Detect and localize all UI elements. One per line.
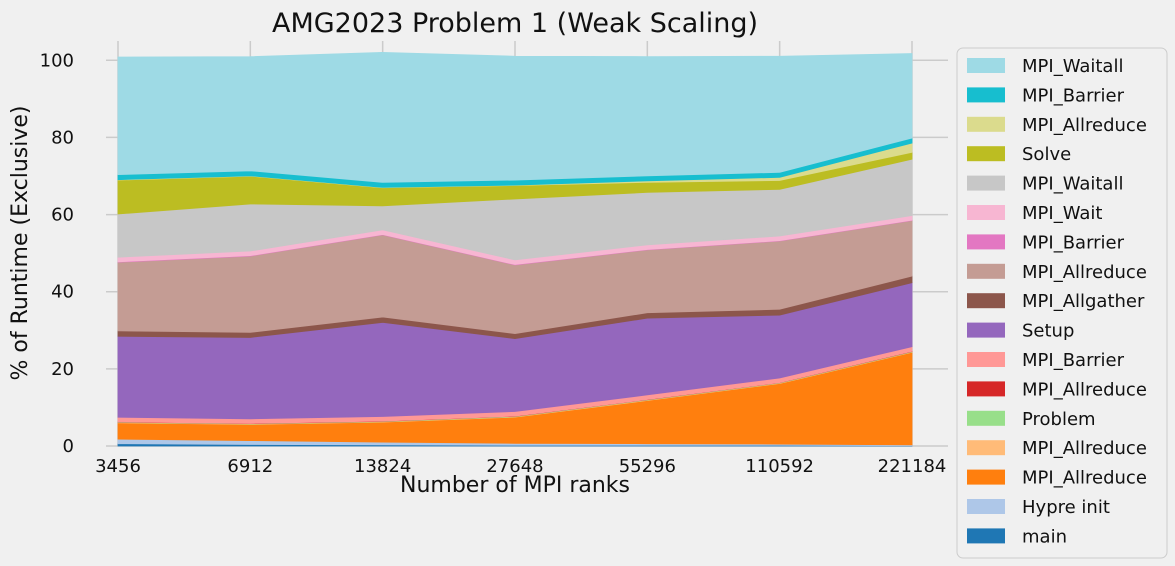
legend-swatch (967, 352, 1005, 367)
legend-item: MPI_Allreduce (967, 438, 1147, 459)
legend-label: MPI_Allreduce (1022, 115, 1147, 136)
legend-item: MPI_Allreduce (967, 468, 1147, 489)
y-tick-label: 100 (40, 50, 74, 71)
legend-swatch (967, 469, 1005, 485)
y-tick-label: 40 (51, 282, 74, 303)
y-tick-label: 20 (51, 359, 74, 380)
area-series (117, 51, 913, 447)
legend-swatch (967, 146, 1005, 162)
legend: MPI_Waitall MPI_Barrier MPI_Allreduce Solve… (956, 47, 1168, 559)
legend-label: Solve (1022, 144, 1071, 165)
x-tick-labels: 3456 6912 13824 27648 55296 110592 221184 (95, 456, 946, 477)
y-axis-label: % of Runtime (Exclusive) (8, 106, 33, 381)
legend-label: MPI_Allreduce (1022, 468, 1147, 489)
legend-item: Solve (967, 144, 1071, 165)
legend-item: MPI_Barrier (967, 232, 1125, 253)
legend-swatch (967, 234, 1005, 250)
legend-item: MPI_Wait (967, 203, 1102, 224)
legend-label: Problem (1022, 409, 1096, 430)
legend-item: Setup (967, 321, 1074, 342)
legend-label: MPI_Allreduce (1022, 262, 1147, 283)
legend-items: MPI_Waitall MPI_Barrier MPI_Allreduce Solve… (967, 56, 1147, 547)
legend-swatch (967, 87, 1005, 103)
legend-label: MPI_Allgather (1022, 291, 1145, 312)
legend-item: MPI_Barrier (967, 85, 1125, 106)
legend-frame (956, 47, 1168, 559)
legend-swatch (967, 263, 1005, 279)
y-tick-label: 80 (51, 127, 74, 148)
legend-label: MPI_Barrier (1022, 85, 1125, 106)
legend-swatch (967, 58, 1005, 73)
y-tick-label: 0 (63, 436, 74, 457)
legend-item: Hypre init (967, 497, 1110, 518)
chart-title: AMG2023 Problem 1 (Weak Scaling) (272, 8, 758, 39)
legend-item: main (967, 526, 1067, 547)
legend-item: MPI_Allreduce (967, 262, 1147, 283)
x-tick-label: 3456 (95, 456, 141, 477)
x-tick-label: 6912 (227, 456, 273, 477)
legend-label: MPI_Allreduce (1022, 438, 1147, 459)
y-tick-label: 60 (51, 205, 74, 226)
legend-swatch (967, 175, 1005, 191)
legend-item: MPI_Allgather (967, 291, 1145, 312)
x-tick-label: 110592 (745, 456, 814, 477)
legend-swatch (967, 116, 1005, 132)
legend-label: MPI_Wait (1022, 203, 1102, 224)
legend-label: MPI_Barrier (1022, 232, 1125, 253)
area-mpi-waitall (117, 51, 913, 183)
legend-swatch (967, 293, 1005, 309)
legend-label: main (1022, 526, 1067, 547)
legend-swatch (967, 410, 1005, 426)
x-axis-label: Number of MPI ranks (400, 473, 630, 498)
legend-item: MPI_Waitall (967, 174, 1123, 195)
legend-label: Hypre init (1022, 497, 1110, 518)
legend-item: MPI_Barrier (967, 350, 1125, 371)
legend-swatch (967, 381, 1005, 397)
legend-item: MPI_Allreduce (967, 379, 1147, 400)
legend-item: MPI_Allreduce (967, 115, 1147, 136)
legend-swatch (967, 205, 1005, 220)
legend-item: Problem (967, 409, 1096, 430)
x-tick-label: 55296 (619, 456, 676, 477)
y-tick-labels: 0 20 40 60 80 100 (40, 50, 74, 457)
legend-label: MPI_Waitall (1022, 56, 1123, 77)
legend-label: MPI_Allreduce (1022, 379, 1147, 400)
legend-swatch (967, 440, 1005, 456)
legend-swatch (967, 499, 1005, 514)
x-tick-label: 27648 (486, 456, 543, 477)
legend-label: Setup (1022, 321, 1074, 342)
x-tick-label: 13824 (354, 456, 411, 477)
x-tick-label: 221184 (878, 456, 947, 477)
legend-swatch (967, 322, 1005, 338)
legend-swatch (967, 528, 1005, 544)
legend-label: MPI_Barrier (1022, 350, 1125, 371)
legend-label: MPI_Waitall (1022, 174, 1123, 195)
legend-item: MPI_Waitall (967, 56, 1123, 77)
